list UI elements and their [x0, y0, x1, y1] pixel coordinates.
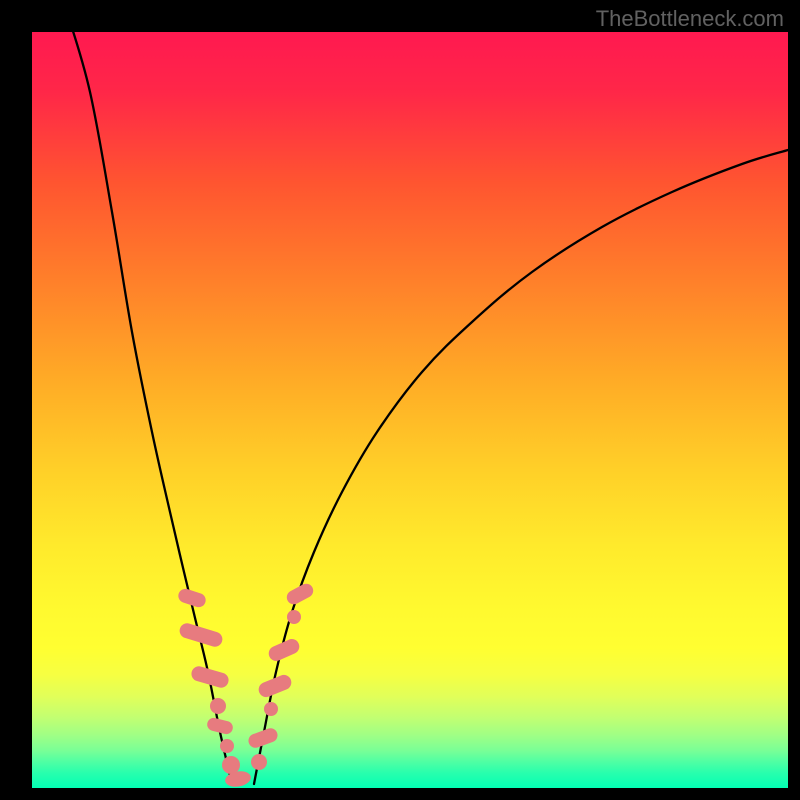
marker-dot — [220, 739, 234, 753]
marker-capsule — [206, 717, 234, 736]
right-ascending-curve — [254, 150, 788, 784]
marker-dots-cluster — [177, 581, 316, 788]
v-curve-chart — [32, 32, 788, 788]
marker-dot — [264, 702, 278, 716]
marker-dot — [287, 610, 301, 624]
marker-capsule — [247, 726, 280, 749]
watermark-label: TheBottleneck.com — [596, 6, 784, 32]
marker-dot — [210, 698, 226, 714]
marker-dot — [251, 754, 267, 770]
plot-area — [32, 32, 788, 788]
left-descending-curve — [67, 12, 232, 784]
chart-frame: TheBottleneck.com — [0, 0, 800, 800]
marker-dot — [222, 756, 240, 774]
